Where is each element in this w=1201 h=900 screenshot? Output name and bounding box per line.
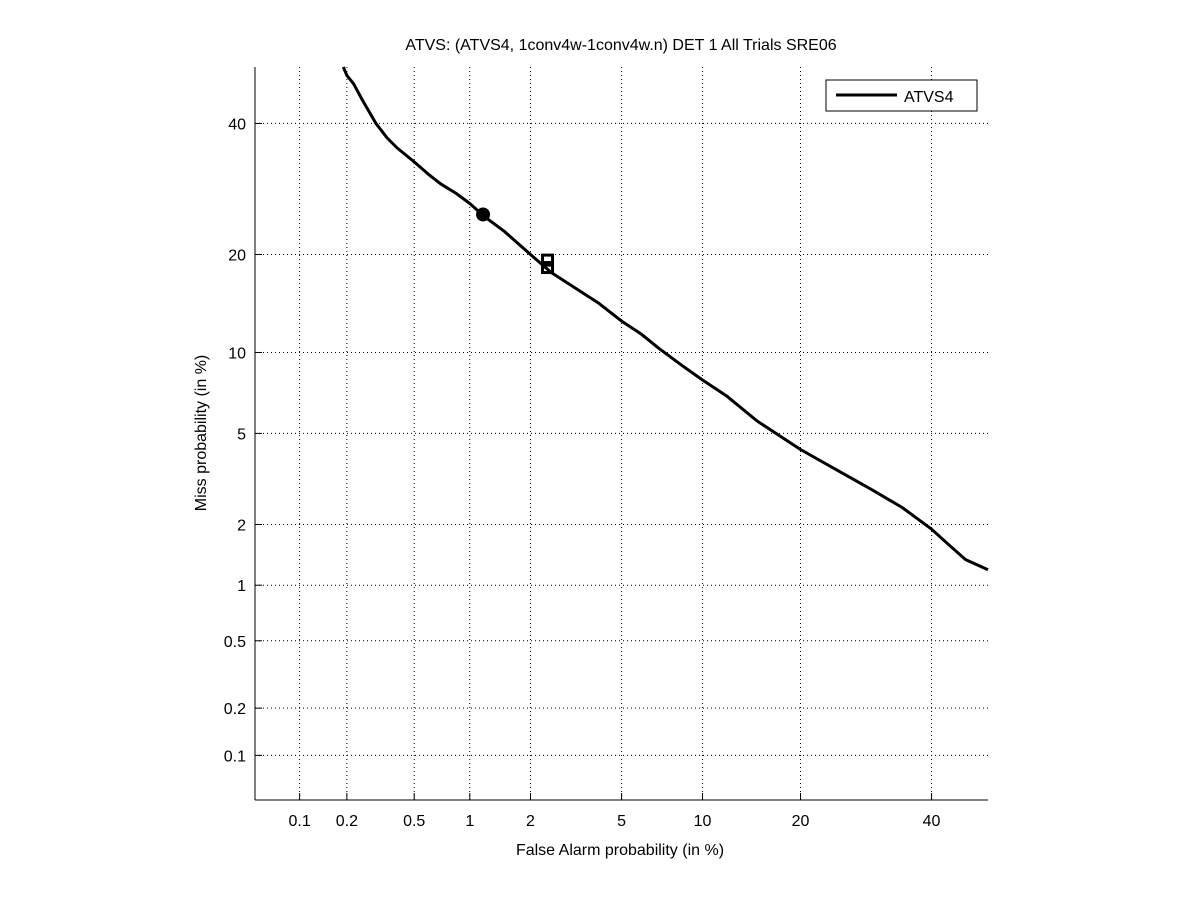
y-tick-label: 0.1 [224,748,246,765]
x-tick-label: 10 [694,813,712,830]
x-tick-label: 20 [792,813,810,830]
y-tick-label: 40 [228,116,246,133]
x-axis-label: False Alarm probability (in %) [516,842,724,859]
x-tick-label: 40 [923,813,941,830]
y-axis-label: Miss probability (in %) [193,355,210,511]
y-tick-label: 2 [237,517,246,534]
y-tick-label: 1 [237,578,246,595]
legend: ATVS4 [825,79,978,112]
markers-group [476,207,555,275]
x-tick-label: 1 [465,813,474,830]
circle-marker [476,207,491,222]
grid-lines [255,67,988,800]
square-marker [541,261,555,275]
x-tick-label: 0.5 [403,813,425,830]
legend-label-atvs4: ATVS4 [904,89,954,106]
chart-title: ATVS: (ATVS4, 1conv4w-1conv4w.n) DET 1 A… [405,37,836,54]
y-tick-label: 10 [228,345,246,362]
series-line-atvs4 [341,66,989,572]
y-tick-label: 0.2 [224,701,246,718]
y-tick-label: 5 [237,426,246,443]
x-tick-label: 0.2 [336,813,358,830]
x-tick-label: 2 [526,813,535,830]
x-tick-labels: 0.1 0.2 0.5 1 2 5 10 20 40 [288,813,940,830]
series-group [341,66,989,572]
square-marker [541,253,555,267]
x-tick-label: 5 [617,813,626,830]
y-tick-label: 20 [228,247,246,264]
x-tick-label: 0.1 [288,813,310,830]
y-tick-label: 0.5 [224,634,246,651]
y-tick-labels: 0.1 0.2 0.5 1 2 5 10 20 40 [224,116,246,765]
